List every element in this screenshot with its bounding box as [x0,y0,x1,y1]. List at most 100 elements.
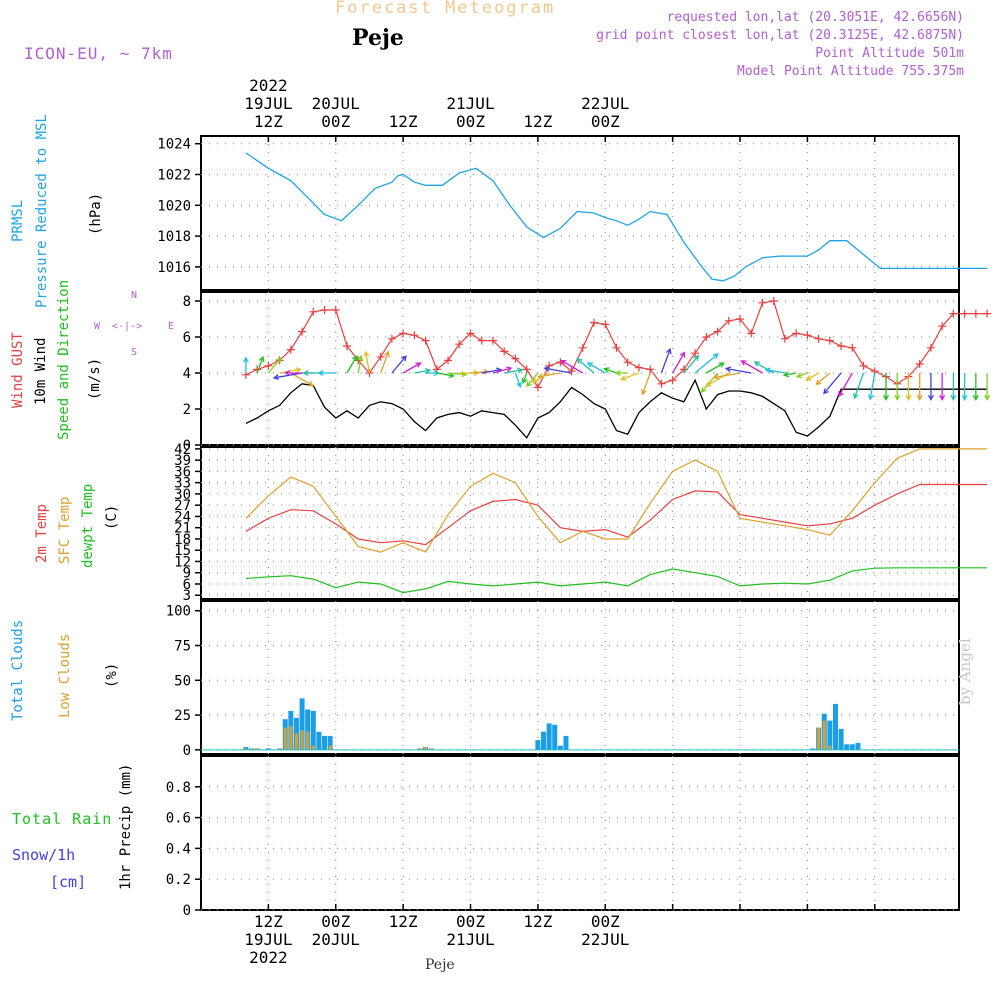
wind-arrow [869,372,876,400]
gust-marker [578,343,587,352]
wind-arrow-head [363,350,370,358]
bottom-axis-label: 00Z [321,912,351,931]
y-tick-label: 3 [183,588,191,604]
wind-arrow-head [916,394,923,401]
gust-marker [780,334,789,343]
low-clouds-bar [244,748,248,750]
wind-arrow-head [302,370,309,376]
wind-arrow [538,372,561,378]
wind-arrow-head [867,394,874,401]
y-tick-label: 1022 [157,168,191,184]
dewpt-line [245,567,988,594]
gust-marker [825,336,834,345]
wind-arrow-head [415,362,422,368]
p4-label-a: Total Clouds [10,619,26,721]
p3-label-c: dewpt Temp [80,483,96,568]
y-tick-label: 36 [174,464,191,480]
gust-marker [410,331,419,340]
gust-marker [612,343,621,352]
wind-arrow [357,356,362,374]
gust-marker [320,306,329,314]
gust-marker [848,343,857,352]
total-clouds-bar [552,724,558,750]
gust-marker [331,306,340,314]
gust-marker [769,297,778,305]
gust-marker [938,322,947,331]
y-tick-label: 8 [183,294,191,310]
wind-arrow [853,372,865,399]
y-tick-label: 6 [183,577,191,593]
gust-marker [500,347,509,356]
temp-2m-line [245,483,988,546]
wind-arrow [765,368,786,374]
wind-arrow-head [384,350,390,357]
gust-marker [522,365,531,374]
gust-marker [803,331,812,340]
p1-label-a: PRMSL [10,199,26,242]
wind-arrow [701,372,719,393]
wind-arrow [838,372,853,397]
wind-arrow [290,372,314,387]
wind-arrow-head [352,355,358,362]
wind-arrow [784,372,797,376]
top-axis-label: 21JUL [446,94,495,113]
y-tick-label: 2 [183,402,191,418]
wind-arrow [273,372,303,379]
wind-arrow-head [258,355,265,363]
wind-arrow-head [506,366,513,373]
wind-arrow-head [401,355,407,362]
p4-label-b: Low Clouds [57,633,73,718]
p2-label-a: Wind GUST [10,332,26,408]
wind-arrow-head [853,392,859,400]
wind-arrow [492,367,512,374]
total-clouds-bar [838,728,844,750]
y-tick-label: 0.4 [166,841,191,857]
wind-arrow-head [927,394,934,401]
gust-marker [926,343,935,352]
low-clouds-bar [300,730,304,750]
wind-arrow-head [972,394,979,401]
top-axis-label: 22JUL [581,94,630,113]
pressure-line [245,152,988,282]
wind-arrow [414,369,431,374]
wind-arrow-head [894,394,901,401]
wind-arrow-head [516,381,522,388]
low-clouds-bar [255,748,259,750]
top-axis-label: 00Z [321,112,351,131]
gust-marker [286,345,295,354]
gust-marker [511,354,520,363]
gust-marker [724,316,733,325]
wind-arrow-head [823,388,829,395]
wind-arrow [796,372,808,378]
compass-e: E [168,321,175,332]
wind-arrow-head [521,377,528,385]
axis-ticks: 1016101810201022102402468369121518212427… [157,136,876,919]
low-clouds-bar [294,733,298,750]
wind-arrow [641,372,651,395]
low-clouds-bar [283,727,287,750]
compass-w: W [94,321,101,332]
total-clouds-bar [541,731,547,750]
wind-arrow [714,372,741,379]
gust-marker [668,376,677,385]
y-tick-label: 1024 [157,137,191,153]
low-clouds-bar [278,748,282,750]
gust-marker [533,383,542,392]
gust-marker [567,367,576,376]
wind-arrow-head [357,354,364,362]
wind-arrow-head [603,367,610,373]
bottom-axis-label: 19JUL [244,930,293,949]
wind-arrow-head [307,381,315,387]
wind-arrow [561,360,584,374]
gust-marker [960,309,969,318]
y-tick-label: 4 [183,366,191,382]
total-clouds-bar [849,744,855,750]
y-tick-label: 0 [183,438,191,454]
model-name: ICON-EU, ~ 7km [24,44,173,63]
temp-sfc-line [245,448,988,553]
low-clouds-bar [822,720,826,750]
wind-arrow [470,370,489,374]
top-axis-label: 12Z [523,112,553,131]
bottom-axis-label: 12Z [523,912,553,931]
